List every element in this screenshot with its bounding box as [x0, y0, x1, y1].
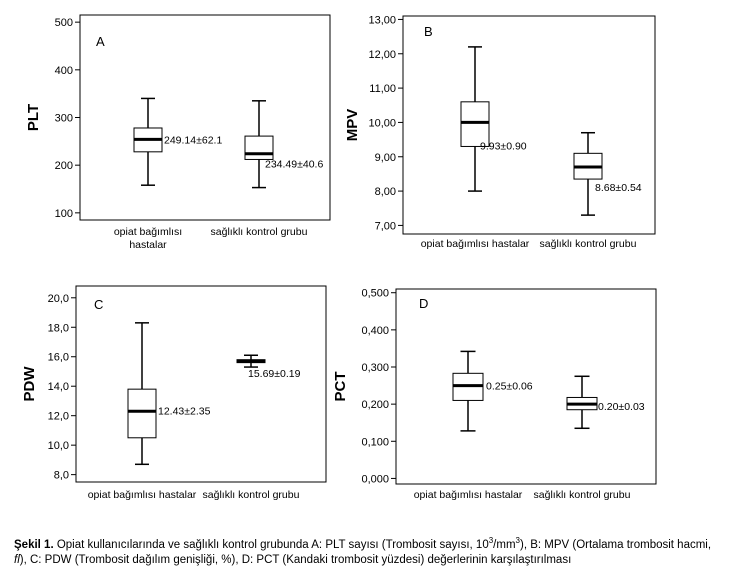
y-tick-label: 0,400 [361, 325, 389, 337]
plot-frame [79, 14, 331, 221]
y-tick-label: 12,00 [368, 49, 396, 61]
caption-label: Şekil 1. [14, 539, 54, 551]
y-tick-label: 14,0 [48, 381, 69, 393]
caption-text-4: ), C: PDW (Trombosit dağılım genişliği, … [19, 554, 572, 566]
y-tick-label: 8,00 [375, 186, 396, 198]
y-tick-label: 8,0 [54, 470, 69, 482]
plot-frame [395, 288, 657, 485]
value-label: 0.25±0.06 [486, 381, 533, 393]
y-tick-label: 13,00 [368, 14, 396, 26]
category-label: sağlıklı kontrol grubu [211, 226, 308, 238]
y-tick-label: 10,0 [48, 440, 69, 452]
value-label: 249.14±62.1 [164, 134, 222, 146]
box-2: 234.49±40.6 [244, 100, 323, 189]
y-tick-label: 0,000 [361, 473, 389, 485]
category-label: hastalar [129, 239, 167, 251]
iqr-box [244, 135, 274, 160]
charts-figure: 100 200 300 400 500 PLT A 249.14±62.1 opiat bağı… [21, 14, 657, 501]
box-1: 0.25±0.06 [452, 350, 533, 432]
y-tick-label: 0,200 [361, 399, 389, 411]
y-tick-label: 12,0 [48, 411, 69, 423]
panel-letter: B [424, 24, 433, 39]
y-tick-label: 0,100 [361, 436, 389, 448]
y-tick-label: 300 [55, 113, 73, 125]
panel-c: 8,0 10,0 12,0 14,0 16,0 18,0 20,0 PDW C 12.43±2.3… [21, 285, 327, 501]
value-label: 0.20±0.03 [598, 401, 645, 413]
value-label: 12.43±2.35 [158, 405, 211, 417]
panel-b: 7,00 8,00 9,00 10,00 11,00 12,00 13,00 MPV B 9.93… [344, 14, 656, 250]
caption-italic: fl [14, 554, 20, 566]
category-label: opiat bağımlısı hastalar [421, 238, 530, 250]
panel-d: 0,000 0,100 0,200 0,300 0,400 0,500 PCT D 0.25±0… [332, 288, 657, 501]
y-tick-label: 20,0 [48, 293, 69, 305]
y-tick-label: 100 [55, 208, 73, 220]
box-2: 0.20±0.03 [566, 375, 645, 430]
value-label: 9.93±0.90 [480, 140, 527, 152]
category-label: opiat bağımlısı hastalar [414, 489, 523, 501]
y-tick-label: 0,300 [361, 362, 389, 374]
box-2: 8.68±0.54 [573, 131, 642, 216]
y-tick-label: 18,0 [48, 322, 69, 334]
category-label: opiat bağımlısı [114, 226, 182, 238]
y-tick-label: 7,00 [375, 220, 396, 232]
y-tick-label: 200 [55, 160, 73, 172]
category-label: sağlıklı kontrol grubu [203, 489, 300, 501]
y-tick-label: 9,00 [375, 152, 396, 164]
y-axis-label: PLT [25, 104, 42, 131]
panel-letter: C [94, 297, 103, 312]
y-tick-label: 10,00 [368, 117, 396, 129]
category-label: opiat bağımlısı hastalar [88, 489, 197, 501]
value-label: 15.69±0.19 [248, 368, 301, 380]
panel-a: 100 200 300 400 500 PLT A 249.14±62.1 opiat bağı… [25, 14, 331, 251]
value-label: 234.49±40.6 [265, 159, 323, 171]
caption-text-2: /mm [493, 539, 516, 551]
caption-sup-1: 3 [488, 536, 494, 546]
plot-frame [402, 15, 656, 235]
panel-letter: D [419, 296, 428, 311]
y-axis-label: MPV [344, 109, 361, 142]
category-label: sağlıklı kontrol grubu [534, 489, 631, 501]
y-tick-label: 11,00 [369, 83, 396, 95]
y-tick-label: 16,0 [48, 352, 69, 364]
figure-caption: Şekil 1. Opiat kullanıcılarında ve sağlı… [14, 536, 720, 568]
box-2: 15.69±0.19 [236, 354, 301, 380]
box-1: 9.93±0.90 [460, 46, 527, 192]
caption-text-1: Opiat kullanıcılarında ve sağlıklı kontr… [53, 539, 489, 551]
box-1: 12.43±2.35 [127, 322, 211, 466]
caption-sup-2: 3 [515, 536, 520, 546]
iqr-box [127, 388, 157, 439]
y-axis-label: PCT [332, 372, 349, 402]
y-tick-label: 500 [55, 17, 73, 29]
value-label: 8.68±0.54 [595, 182, 642, 194]
y-tick-label: 400 [55, 65, 73, 77]
plot-frame [75, 285, 327, 483]
box-1: 249.14±62.1 [133, 97, 222, 186]
category-label: sağlıklı kontrol grubu [540, 238, 637, 250]
caption-text-3: ), B: MPV (Ortalama trombosit hacmi, [519, 539, 712, 551]
y-axis-label: PDW [21, 366, 38, 402]
iqr-box [460, 101, 490, 147]
y-tick-label: 0,500 [361, 288, 389, 300]
panel-letter: A [96, 34, 105, 49]
